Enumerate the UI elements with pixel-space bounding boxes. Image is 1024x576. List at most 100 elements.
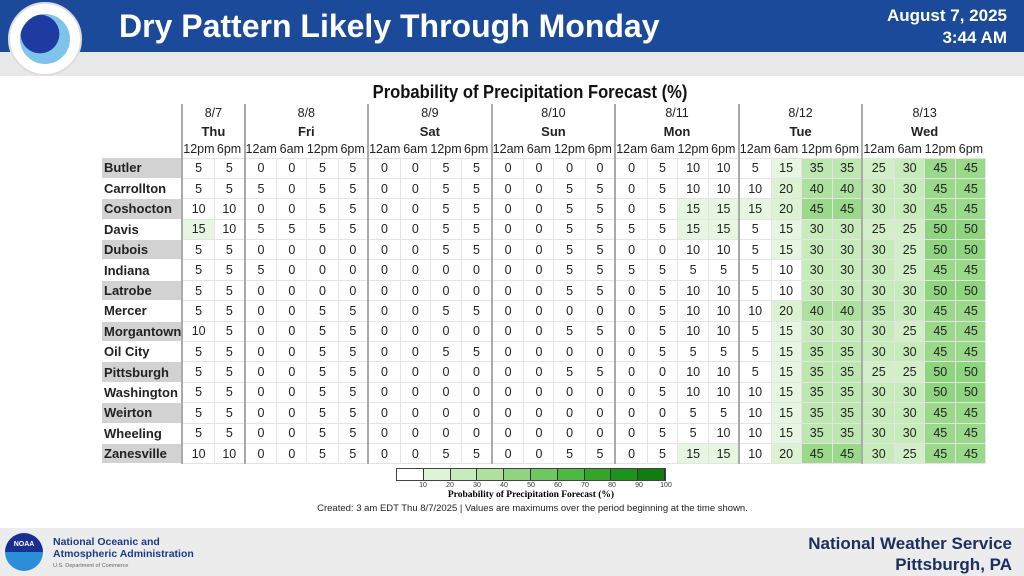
- pop-cell: 0: [367, 279, 401, 302]
- pop-cell: 0: [243, 442, 278, 465]
- pop-cell: 5: [306, 361, 339, 383]
- pop-cell: 10: [181, 198, 216, 220]
- pop-cell: 50: [924, 381, 957, 404]
- table-row: Oil City 5 5 0 0 5 5 0 0 5 5 0 0 0 0 0 5 5 5 5 15 35 35 30 30 45 4…: [102, 341, 987, 363]
- pop-cell: 50: [955, 218, 987, 241]
- pop-cell: 45: [800, 198, 833, 220]
- pop-cell: 5: [306, 341, 339, 363]
- location-name: Latrobe: [102, 280, 183, 302]
- pop-cell: 30: [861, 320, 896, 343]
- pop-cell: 10: [708, 157, 740, 179]
- pop-cell: 10: [737, 300, 772, 322]
- pop-cell: 30: [861, 442, 896, 465]
- table-row: Zanesville 10 10 0 0 5 5 0 0 5 5 0 0 5 5 0 5 15 15 10 20 45 45…: [102, 442, 987, 465]
- pop-cell: 0: [647, 361, 679, 383]
- pop-cell: 5: [737, 341, 772, 363]
- pop-cell: 0: [523, 381, 555, 404]
- pop-cell: 0: [490, 381, 525, 404]
- pop-cell: 35: [800, 157, 833, 179]
- time-header: 12pm: [306, 141, 339, 156]
- pop-cell: 10: [737, 402, 772, 424]
- pop-cell: 0: [367, 259, 401, 281]
- location-name: Carrollton: [102, 178, 183, 200]
- time-header: 6am: [773, 141, 799, 156]
- pop-cell: 0: [367, 341, 401, 363]
- pop-cell: 25: [894, 320, 926, 343]
- pop-cell: 0: [614, 177, 649, 200]
- pop-cell: 0: [614, 157, 649, 179]
- pop-cell: 35: [831, 422, 863, 444]
- pop-cell: 10: [708, 239, 740, 261]
- time-header: 6pm: [216, 141, 242, 156]
- pop-cell: 5: [737, 218, 772, 241]
- pop-cell: 0: [367, 422, 401, 444]
- pop-cell: 0: [490, 239, 525, 261]
- pop-cell: 45: [924, 177, 957, 200]
- table-row: Dubois 5 5 0 0 0 0 0 0 5 5 0 0 5 5 0 0 10 10 5 15 30 30 30 25 50 5…: [102, 239, 987, 261]
- pop-cell: 5: [214, 239, 246, 261]
- pop-cell: 35: [800, 361, 833, 383]
- pop-cell: 5: [553, 279, 586, 302]
- day-date: 8/9: [367, 104, 492, 122]
- pop-cell: 5: [647, 442, 679, 465]
- day-name: Tue: [737, 122, 863, 140]
- pop-cell: 30: [861, 422, 896, 444]
- pop-cell: 5: [429, 218, 463, 241]
- pop-cell: 5: [553, 239, 586, 261]
- pop-cell: 10: [677, 157, 710, 179]
- time-header: 6pm: [464, 141, 489, 156]
- pop-cell: 5: [337, 442, 369, 465]
- pop-cell: 20: [770, 198, 802, 220]
- pop-cell: 0: [399, 218, 431, 241]
- pop-cell: 0: [276, 320, 308, 343]
- pop-cell: 10: [770, 259, 802, 281]
- pop-cell: 5: [181, 341, 216, 363]
- pop-cell: 35: [800, 402, 833, 424]
- page-title: Dry Pattern Likely Through Monday: [119, 8, 660, 44]
- pop-cell: 0: [429, 320, 463, 343]
- pop-cell: 0: [306, 279, 339, 302]
- pop-cell: 15: [677, 442, 710, 465]
- pop-cell: 25: [894, 218, 926, 241]
- pop-cell: 0: [553, 422, 586, 444]
- pop-cell: 30: [800, 239, 833, 261]
- pop-cell: 50: [924, 218, 957, 241]
- pop-cell: 0: [523, 177, 555, 200]
- pop-cell: 5: [584, 218, 616, 241]
- legend-tick: 50: [527, 482, 535, 489]
- pop-cell: 0: [367, 320, 401, 343]
- pop-cell: 25: [894, 361, 926, 383]
- pop-cell: 0: [367, 381, 401, 404]
- pop-cell: 0: [461, 402, 493, 424]
- pop-cell: 0: [367, 218, 401, 241]
- pop-cell: 0: [614, 198, 649, 220]
- pop-cell: 5: [737, 239, 772, 261]
- pop-cell: 30: [831, 279, 863, 302]
- day-name: Sat: [367, 122, 492, 140]
- pop-cell: 10: [737, 442, 772, 465]
- day-date: 8/11: [614, 104, 739, 122]
- pop-cell: 5: [461, 198, 493, 220]
- pop-cell: 5: [553, 198, 586, 220]
- pop-cell: 0: [399, 341, 431, 363]
- pop-cell: 0: [367, 402, 401, 424]
- pop-cell: 30: [861, 198, 896, 220]
- pop-cell: 10: [214, 218, 246, 241]
- time-header: 12pm: [430, 141, 462, 156]
- pop-cell: 5: [429, 239, 463, 261]
- header-bar: [0, 0, 1024, 52]
- pop-cell: 20: [770, 300, 802, 322]
- table-row: Davis 15 10 5 5 5 5 0 0 5 5 0 0 5 5 5 5 15 15 5 15 30 30 25 25 50…: [102, 218, 987, 241]
- pop-cell: 10: [677, 381, 710, 404]
- location-name: Butler: [102, 158, 183, 179]
- pop-cell: 10: [677, 239, 710, 261]
- pop-cell: 0: [461, 259, 493, 281]
- pop-cell: 5: [214, 177, 246, 200]
- time-header: 6pm: [834, 141, 860, 156]
- pop-cell: 5: [584, 198, 616, 220]
- day-name: Thu: [181, 122, 245, 140]
- legend-tick: 10: [419, 482, 427, 489]
- pop-cell: 10: [708, 381, 740, 404]
- location-name: Washington: [102, 382, 183, 404]
- pop-cell: 5: [677, 341, 710, 363]
